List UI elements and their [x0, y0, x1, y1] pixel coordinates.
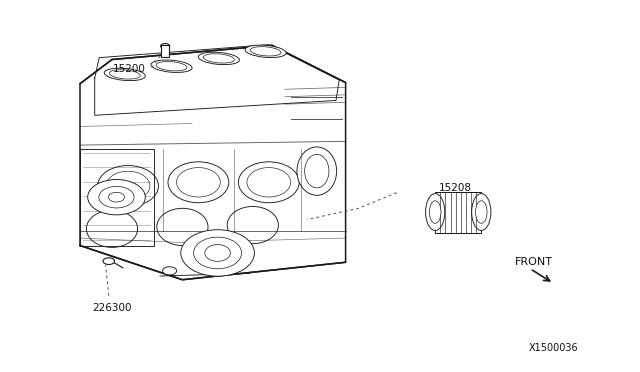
Ellipse shape: [181, 230, 255, 276]
Ellipse shape: [163, 267, 177, 275]
Ellipse shape: [247, 167, 291, 197]
FancyBboxPatch shape: [161, 45, 169, 57]
Ellipse shape: [198, 52, 239, 65]
Ellipse shape: [177, 167, 220, 197]
Ellipse shape: [103, 258, 115, 264]
Ellipse shape: [97, 166, 159, 206]
FancyBboxPatch shape: [435, 192, 481, 232]
Ellipse shape: [109, 70, 140, 79]
Text: 226300: 226300: [92, 303, 132, 313]
Ellipse shape: [194, 237, 242, 269]
Ellipse shape: [157, 208, 208, 246]
Ellipse shape: [88, 180, 145, 215]
Ellipse shape: [245, 45, 286, 58]
Ellipse shape: [472, 194, 491, 230]
Ellipse shape: [227, 206, 278, 244]
Ellipse shape: [297, 147, 337, 195]
Ellipse shape: [426, 194, 445, 230]
Ellipse shape: [429, 201, 441, 223]
Text: 15200: 15200: [113, 64, 146, 74]
Ellipse shape: [156, 61, 187, 71]
Ellipse shape: [239, 162, 300, 203]
Ellipse shape: [99, 186, 134, 208]
Text: X1500036: X1500036: [529, 343, 579, 353]
Ellipse shape: [205, 245, 230, 262]
Text: 15208: 15208: [438, 183, 472, 193]
Ellipse shape: [168, 162, 229, 203]
Ellipse shape: [151, 60, 192, 73]
Text: FRONT: FRONT: [515, 257, 553, 267]
Ellipse shape: [86, 210, 138, 247]
Ellipse shape: [476, 201, 487, 223]
Ellipse shape: [108, 192, 124, 202]
Ellipse shape: [106, 171, 150, 201]
Ellipse shape: [250, 46, 281, 56]
Ellipse shape: [204, 54, 234, 63]
Ellipse shape: [161, 44, 170, 49]
Ellipse shape: [104, 68, 145, 81]
Ellipse shape: [305, 154, 329, 188]
